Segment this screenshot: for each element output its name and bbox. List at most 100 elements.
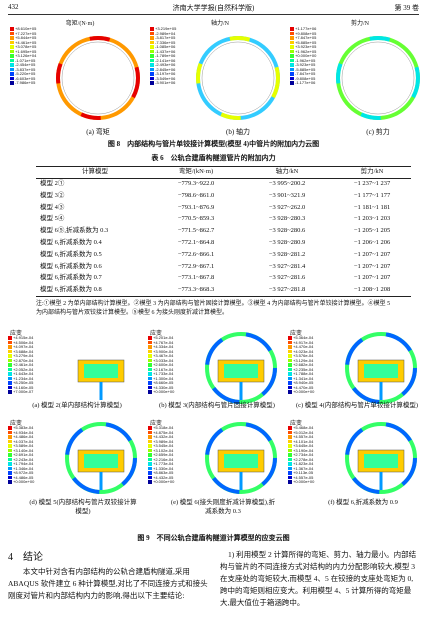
legend-swatch bbox=[148, 466, 152, 471]
legend-label: +2.167e-04 bbox=[153, 366, 174, 372]
legend-entry: -3.901e+06 bbox=[150, 80, 176, 86]
table-cell: −3 995~200.2 bbox=[268, 180, 306, 187]
table-cell: −1 207~1 207 bbox=[353, 250, 391, 258]
legend-label: +2.870e-04 bbox=[13, 357, 34, 363]
legend-entry: +4.557e-04 bbox=[288, 434, 314, 440]
legend-swatch bbox=[150, 58, 154, 63]
volume: 第 39 卷 bbox=[394, 4, 420, 12]
contour-svg bbox=[56, 36, 140, 120]
column-header: 计算模型 bbox=[82, 168, 108, 175]
legend-swatch bbox=[148, 453, 152, 457]
legend-label: +0.000e+00 bbox=[293, 479, 315, 484]
legend-swatch bbox=[288, 435, 292, 439]
legend-entry: +2.216e-04 bbox=[148, 457, 174, 463]
legend-label: +4.461e+05 bbox=[15, 39, 37, 45]
table-cell: 模型 6⑤,折减系数为 0.3 bbox=[40, 227, 109, 235]
legend-entry: +3.576e-04 bbox=[288, 353, 314, 359]
legend-swatch bbox=[288, 453, 292, 457]
legend-label: +4.037e-04 bbox=[13, 438, 34, 444]
legend-entry: +3.102e-04 bbox=[148, 448, 174, 454]
page-number: 432 bbox=[8, 3, 19, 11]
legend-swatch bbox=[288, 462, 292, 466]
panel-caption: (b) 模型 3(内部结构与管片固接计算模型) bbox=[159, 402, 275, 409]
legend-swatch bbox=[10, 36, 14, 40]
legend-entry: +1.330e-04 bbox=[148, 465, 174, 472]
legend-swatch bbox=[288, 444, 292, 448]
legend-label: +3.576e-04 bbox=[293, 353, 314, 358]
ring-band bbox=[56, 36, 140, 120]
legend-label: +4.432e-04 bbox=[153, 434, 174, 439]
contour-plot bbox=[334, 30, 422, 126]
legend-swatch bbox=[148, 480, 152, 484]
legend-entry: +5.383e-04 bbox=[8, 425, 34, 431]
legend-entry: -2.454e+05 bbox=[10, 62, 36, 68]
legend-label: +4.767e-04 bbox=[153, 339, 174, 345]
legend-entry: +4.934e-04 bbox=[8, 430, 34, 436]
strain-label: 应变 bbox=[290, 331, 303, 337]
ring-band bbox=[345, 422, 417, 494]
legend-label: -1.071e+05 bbox=[15, 57, 36, 63]
legend-swatch bbox=[10, 45, 14, 49]
table-cell: −3 901~321.9 bbox=[268, 191, 306, 199]
legend-label: +2.682e-04 bbox=[293, 362, 314, 367]
legend-entry: -3.197e+06 bbox=[150, 71, 176, 77]
table-cell: −773.1~867.8 bbox=[177, 274, 215, 282]
contour-plot bbox=[194, 30, 282, 126]
legend-label: -1.962e+05 bbox=[295, 57, 316, 63]
legend-entry: +4.334e-04 bbox=[148, 344, 174, 350]
legend-entry: +1.300e-04 bbox=[148, 376, 174, 382]
legend-swatch bbox=[288, 367, 292, 372]
legend-label: +8.610e+05 bbox=[15, 26, 37, 31]
legend-entry: +2.659e-04 bbox=[148, 452, 174, 458]
legend-label: +4.101e-04 bbox=[293, 438, 314, 444]
legend-entry: +8.972e-05 bbox=[8, 470, 34, 476]
table-note: 注:①模型 2 为单内部结构计算模型。②模型 3 为内部结构与管片固接计算模型。… bbox=[36, 301, 391, 316]
legend: +1.177e+06 +9.808e+05 +7.847e+05 +5.885e+05… bbox=[290, 26, 317, 86]
legend-label: +2.734e-04 bbox=[293, 452, 314, 457]
legend: +5.364e-04 +4.917e-04 +4.470e-04 +4.023e-04… bbox=[288, 335, 314, 395]
legend-label: +1.177e+06 bbox=[295, 26, 317, 31]
legend-entry: +3.140e-04 bbox=[8, 448, 34, 454]
legend-label: -2.845e+06 bbox=[155, 66, 176, 72]
legend-swatch bbox=[290, 45, 294, 49]
table-title: 表 6 公轨合建盾构隧道管片的附加内力 bbox=[151, 154, 276, 162]
table-cell: −1 203~1 203 bbox=[353, 215, 391, 223]
legend-label: +5.844e+05 bbox=[15, 35, 37, 40]
legend-label: +0.000e+00 bbox=[295, 53, 317, 58]
legend-swatch bbox=[8, 385, 12, 390]
legend-swatch bbox=[8, 367, 12, 372]
legend-label: +4.097e-04 bbox=[13, 344, 34, 349]
legend-label: +4.334e-04 bbox=[153, 344, 174, 349]
legend-swatch bbox=[150, 72, 154, 76]
contour-svg bbox=[196, 36, 280, 120]
legend-label: +2.659e-04 bbox=[153, 452, 174, 457]
table-cell: 模型 2① bbox=[40, 180, 65, 187]
legend-swatch bbox=[8, 475, 12, 480]
strain-label: 应变 bbox=[150, 421, 163, 427]
legend-entry: -6.603e+05 bbox=[10, 76, 36, 82]
legend-entry: +5.012e-04 bbox=[288, 430, 314, 436]
legend-label: +4.486e-05 bbox=[13, 474, 34, 480]
legend-entry: -7.847e+05 bbox=[290, 71, 316, 77]
legend-swatch bbox=[148, 381, 152, 385]
legend-entry: +8.940e-05 bbox=[288, 380, 314, 386]
legend-entry: +1.962e+05 bbox=[290, 49, 316, 55]
legend-swatch bbox=[150, 45, 154, 49]
legend-entry: +2.870e-04 bbox=[8, 357, 34, 364]
ring-band bbox=[196, 36, 280, 120]
legend-swatch bbox=[8, 336, 12, 340]
legend-entry: +3.190e-04 bbox=[288, 448, 314, 454]
legend-entry: +1.788e-04 bbox=[288, 371, 314, 377]
legend-label: +5.383e-04 bbox=[13, 425, 34, 430]
legend-label: +7.847e+05 bbox=[295, 35, 317, 40]
legend-swatch bbox=[148, 367, 152, 372]
column-header: 剪力/kN bbox=[360, 168, 384, 175]
legend-swatch bbox=[8, 426, 12, 430]
legend-swatch bbox=[288, 430, 292, 435]
legend-entry: +3.033e-04 bbox=[148, 358, 174, 364]
legend: +8.610e+05 +7.227e+05 +5.844e+05 +4.461e+05… bbox=[10, 26, 37, 86]
legend-label: +4.486e-04 bbox=[13, 434, 34, 439]
legend-label: +5.318e-04 bbox=[153, 425, 174, 430]
legend-label: +1.330e-04 bbox=[153, 465, 174, 471]
paragraph: 1) 利用模型 2 计算所得的弯矩、剪力、轴力最小。内部结构与管片的不同连接方式… bbox=[220, 550, 417, 607]
